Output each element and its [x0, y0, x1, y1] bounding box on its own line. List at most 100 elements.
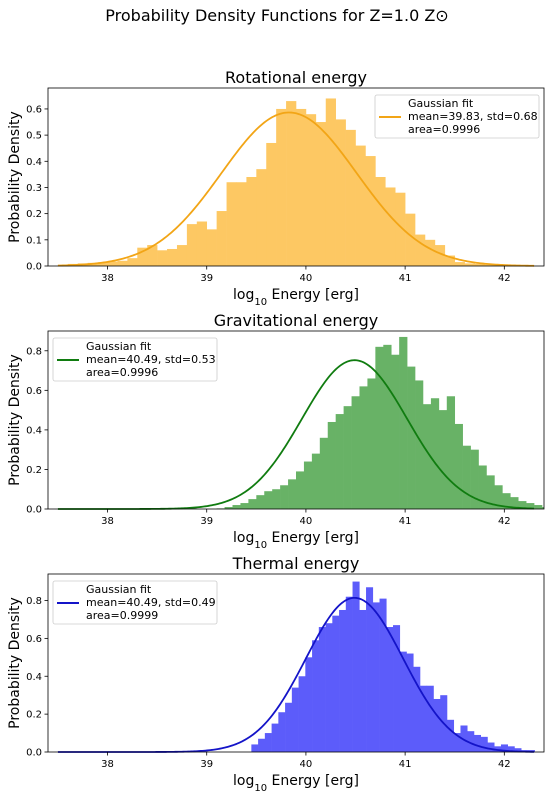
y-tick-label: 0.4 — [26, 157, 42, 168]
x-axis-label: log10 Energy [erg] — [233, 287, 359, 308]
histogram-bar — [460, 725, 468, 752]
histogram-bar — [406, 653, 414, 752]
histogram-bar — [480, 736, 488, 752]
histogram-bar — [474, 263, 485, 266]
histogram-bar — [305, 657, 313, 752]
y-tick-label: 0.0 — [26, 505, 42, 516]
histogram-bar — [296, 108, 307, 266]
histogram-bar — [424, 239, 436, 266]
y-tick-label: 0.4 — [26, 672, 42, 683]
histogram-bar — [232, 505, 241, 509]
histogram-bar — [351, 396, 360, 509]
histogram-bar — [514, 748, 522, 752]
histogram-bar — [224, 507, 233, 509]
histogram-bar — [107, 261, 118, 266]
x-tick-label: 38 — [101, 516, 114, 527]
histogram-bar — [315, 122, 327, 266]
histogram-bar — [359, 386, 368, 509]
thermal-energy-panel: Thermal energy 38 39 40 41 42 0.0 0.2 0.4 0.6 0.8… — [7, 554, 545, 793]
histogram-bar — [470, 449, 479, 509]
histogram-bars — [216, 336, 544, 509]
histogram-bar — [407, 366, 416, 509]
histogram-bar — [367, 378, 376, 509]
histogram-bar — [375, 346, 384, 509]
histogram-bar — [510, 497, 519, 509]
histogram-bar — [494, 485, 503, 509]
legend-title: Gaussian fit — [86, 583, 152, 596]
histogram-bar — [97, 262, 108, 266]
histogram-bar — [372, 602, 380, 752]
legend-box — [52, 580, 218, 625]
histogram-bar — [500, 744, 508, 752]
histogram-bar — [486, 475, 495, 509]
histogram-bar — [446, 719, 455, 752]
rotational-energy-panel: Rotational energy 38 39 40 41 42 0.0 0.1 0.2 0.3… — [7, 68, 545, 308]
histogram-bar — [312, 640, 320, 752]
histogram-bar — [484, 264, 495, 266]
x-tick-label: 38 — [101, 759, 114, 770]
x-tick-label: 41 — [399, 759, 412, 770]
histogram-bar — [393, 625, 401, 752]
histogram-bar — [291, 687, 299, 752]
y-tick-label: 0.2 — [26, 710, 42, 721]
x-tick-label: 41 — [399, 516, 412, 527]
histogram-bar — [258, 738, 266, 752]
histogram-bar — [343, 406, 352, 509]
histogram-bar — [311, 453, 321, 509]
y-tick-label: 0.8 — [26, 346, 42, 357]
histogram-bar — [176, 245, 188, 266]
histogram-bar — [415, 234, 426, 266]
histogram-bar — [256, 495, 265, 509]
y-tick-label: 0.2 — [26, 465, 42, 476]
histogram-bar — [542, 507, 544, 509]
histogram-bar — [487, 742, 495, 752]
histogram-bar — [507, 746, 515, 752]
histogram-bar — [206, 229, 217, 266]
histogram-bar — [296, 471, 305, 509]
x-axis-label: log10 Energy [erg] — [233, 773, 359, 793]
axes-frame — [47, 87, 545, 267]
legend: Gaussian fit mean=40.49, std=0.49 area=0… — [52, 580, 218, 625]
y-axis-label: Probability Density — [7, 597, 23, 729]
x-tick-label: 38 — [101, 273, 114, 284]
histogram-bar — [157, 250, 168, 266]
legend: Gaussian fit mean=40.49, std=0.53 area=0… — [52, 337, 218, 382]
x-tick-label: 39 — [200, 516, 213, 527]
histogram-bar — [303, 461, 313, 509]
histogram-bar — [339, 609, 347, 752]
histogram-bar — [345, 129, 356, 266]
histogram-bar — [226, 182, 237, 266]
histogram-bar — [305, 114, 317, 266]
histogram-bar — [478, 465, 487, 509]
y-tick-label: 0.6 — [26, 104, 42, 115]
y-axis-label: Probability Density — [7, 111, 23, 243]
legend-title: Gaussian fit — [408, 97, 474, 110]
x-axis-label: log10 Energy [erg] — [233, 530, 359, 551]
histogram-bar — [467, 731, 475, 752]
histogram-bar — [216, 211, 227, 266]
axes-frame — [47, 573, 545, 753]
histogram-bar — [502, 493, 511, 509]
x-tick-label: 39 — [200, 759, 213, 770]
histogram-bar — [196, 221, 208, 266]
histogram-bar — [251, 744, 259, 752]
histogram-bar — [534, 505, 543, 509]
gravitational-energy-panel: Gravitational energy 38 39 40 41 42 0.0 0.2 0.4… — [7, 311, 545, 551]
y-tick-label: 0.5 — [26, 131, 42, 142]
panel-title: Thermal energy — [232, 554, 360, 573]
histogram-bar — [413, 666, 421, 752]
figure-suptitle: Probability Density Functions for Z=1.0 … — [105, 6, 448, 25]
histogram-bar — [319, 437, 329, 509]
histogram-bar — [137, 247, 148, 266]
histogram-bar — [444, 255, 456, 266]
histogram-bar — [359, 609, 367, 752]
histogram-bar — [383, 344, 392, 509]
histogram-bar — [117, 260, 128, 266]
histogram-bar — [325, 623, 333, 752]
histogram-bar — [335, 119, 346, 266]
x-tick-label: 40 — [300, 516, 313, 527]
histogram-bar — [264, 733, 272, 752]
legend-area: area=0.9999 — [86, 609, 158, 622]
histogram-bar — [399, 651, 407, 752]
